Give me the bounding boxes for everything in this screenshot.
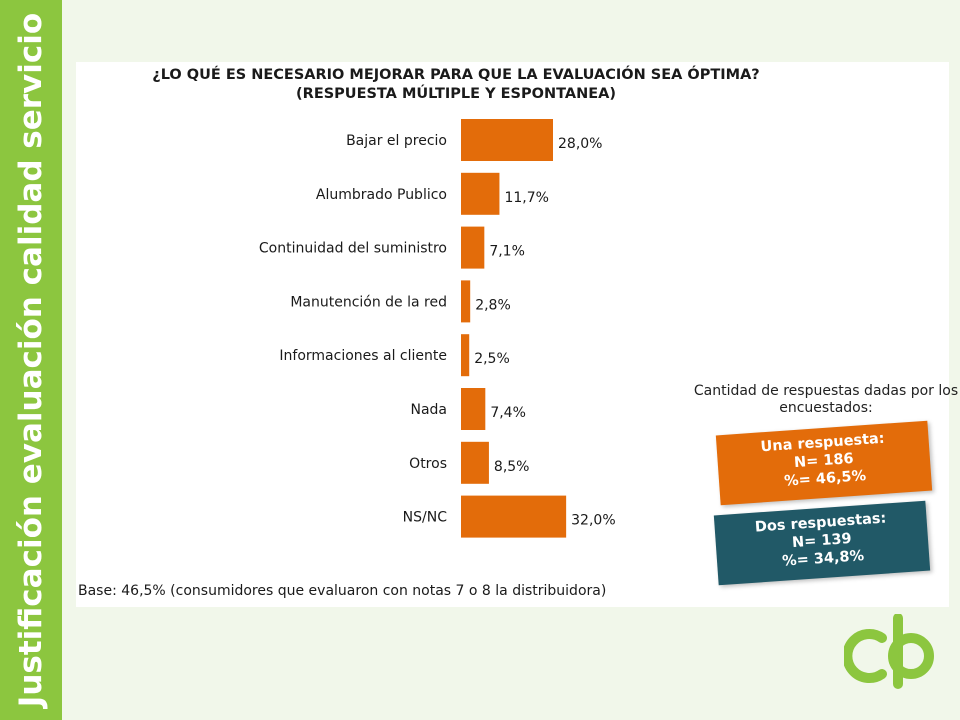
value-label: 7,1%	[489, 244, 525, 260]
responses-heading: Cantidad de respuestas dadas por los enc…	[693, 383, 959, 416]
value-label: 2,5%	[474, 351, 510, 367]
category-label: Bajar el precio	[346, 133, 447, 149]
bar	[461, 388, 486, 430]
bar	[461, 119, 553, 161]
category-label: Otros	[409, 456, 447, 472]
category-label: NS/NC	[403, 510, 448, 526]
bar	[461, 226, 485, 269]
cb-logo-icon	[844, 614, 934, 689]
side-bar: Justificación evaluación calidad servici…	[0, 0, 62, 720]
two-response-box: Dos respuestas: N= 139 %= 34,8%	[713, 500, 931, 586]
one-response-box: Una respuesta: N= 186 %= 46,5%	[715, 420, 933, 506]
value-label: 11,7%	[504, 190, 548, 206]
chart-title: ¿LO QUÉ ES NECESARIO MEJORAR PARA QUE LA…	[152, 67, 760, 83]
category-label: Continuidad del suministro	[259, 241, 447, 257]
value-label: 7,4%	[490, 405, 526, 421]
chart-title-block: ¿LO QUÉ ES NECESARIO MEJORAR PARA QUE LA…	[76, 66, 836, 104]
chart-subtitle: (RESPUESTA MÚLTIPLE Y ESPONTANEA)	[296, 86, 616, 102]
value-label: 28,0%	[558, 136, 602, 152]
bar	[461, 172, 500, 215]
category-label: Manutención de la red	[290, 294, 447, 310]
bar	[461, 441, 489, 484]
value-label: 2,8%	[475, 297, 511, 313]
category-label: Informaciones al cliente	[279, 348, 447, 364]
bar	[461, 334, 470, 377]
category-label: Alumbrado Publico	[316, 187, 447, 203]
bar	[461, 280, 471, 323]
category-label: Nada	[410, 402, 447, 418]
bar	[461, 495, 567, 538]
value-label: 32,0%	[571, 513, 615, 529]
value-label: 8,5%	[494, 459, 530, 475]
base-note: Base: 46,5% (consumidores que evaluaron …	[78, 583, 607, 599]
